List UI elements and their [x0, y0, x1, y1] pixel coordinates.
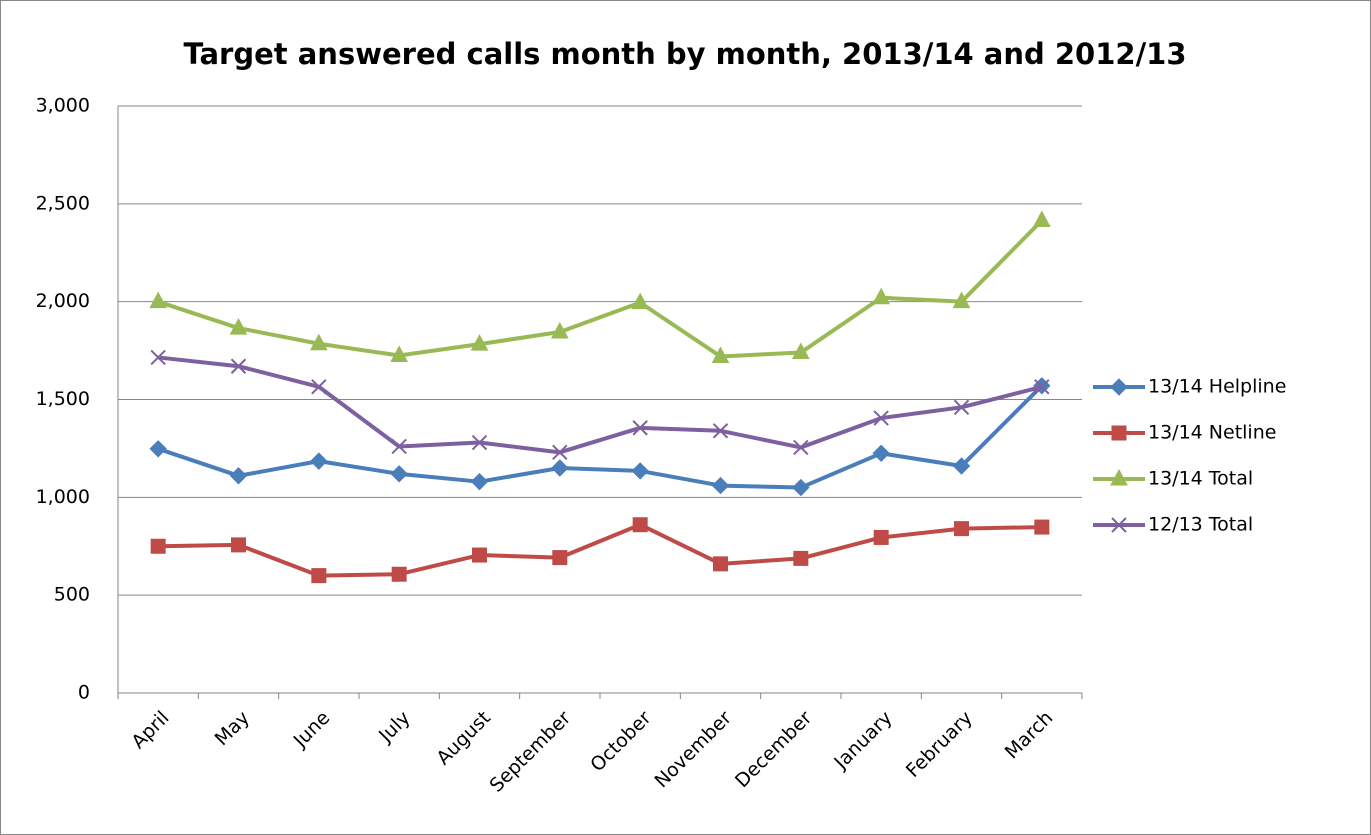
marker: [952, 291, 971, 309]
marker: [954, 521, 969, 537]
marker: [551, 459, 569, 477]
marker: [1032, 210, 1051, 227]
marker: [311, 379, 327, 395]
marker: [791, 342, 810, 360]
marker: [952, 457, 971, 475]
marker: [230, 358, 247, 374]
marker: [1111, 517, 1127, 533]
marker: [631, 292, 650, 310]
marker: [873, 410, 889, 426]
marker: [713, 556, 728, 572]
marker: [632, 420, 648, 436]
marker: [391, 566, 407, 582]
marker: [311, 568, 327, 584]
y-tick-label: 500: [54, 584, 90, 606]
series-line: [157, 219, 1044, 359]
marker: [472, 547, 487, 563]
chart-title: Target answered calls month by month, 20…: [183, 37, 1186, 71]
marker: [953, 399, 970, 416]
legend-label: 13/14 Total: [1148, 468, 1253, 490]
series-line: [157, 355, 1043, 455]
marker: [391, 438, 407, 455]
marker: [150, 538, 166, 554]
marker: [792, 478, 810, 497]
y-tick-label: 3,000: [36, 95, 90, 117]
marker: [310, 452, 328, 470]
marker: [711, 476, 730, 495]
y-tick-label: 0: [78, 682, 90, 704]
marker: [309, 333, 328, 351]
series-line: [157, 384, 1044, 490]
marker: [470, 334, 489, 351]
y-tick-label: 1,000: [36, 486, 90, 508]
y-tick-label: 1,500: [36, 388, 90, 410]
marker: [632, 517, 648, 533]
marker: [793, 439, 809, 456]
marker: [1111, 425, 1127, 441]
marker: [1034, 519, 1050, 535]
marker: [471, 434, 488, 451]
marker: [872, 287, 891, 305]
marker: [1110, 378, 1128, 396]
marker: [229, 467, 248, 485]
marker: [872, 444, 890, 463]
marker: [550, 321, 569, 339]
marker: [390, 345, 409, 362]
marker: [470, 472, 489, 491]
marker: [552, 444, 568, 461]
marker: [1034, 379, 1050, 395]
marker: [150, 349, 166, 366]
series-line: [158, 522, 1042, 578]
marker: [231, 537, 246, 553]
y-tick-label: 2,500: [36, 192, 90, 214]
marker: [390, 465, 408, 483]
marker: [552, 550, 568, 566]
marker: [793, 550, 809, 566]
marker: [149, 291, 168, 309]
legend-label: 13/14 Netline: [1148, 422, 1276, 444]
marker: [149, 440, 167, 458]
marker: [229, 318, 248, 335]
legend-label: 13/14 Helpline: [1148, 376, 1286, 398]
legend-label: 12/13 Total: [1148, 514, 1253, 536]
marker: [712, 423, 729, 439]
marker: [631, 462, 649, 480]
marker: [711, 346, 730, 363]
marker: [1110, 468, 1128, 486]
marker: [873, 529, 889, 545]
y-tick-label: 2,000: [36, 290, 90, 312]
